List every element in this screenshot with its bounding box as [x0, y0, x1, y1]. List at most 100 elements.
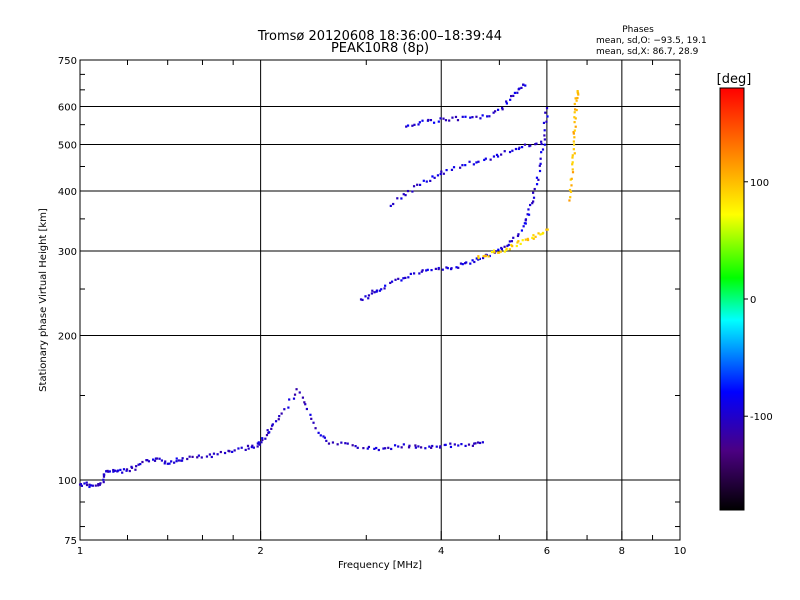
- data-point: [166, 462, 169, 465]
- data-point: [283, 408, 286, 411]
- data-point: [576, 90, 579, 93]
- data-point: [175, 460, 178, 463]
- x-tick-label: 4: [438, 546, 444, 557]
- data-point: [404, 276, 407, 280]
- data-point: [501, 108, 504, 111]
- data-point: [540, 151, 543, 154]
- data-point: [457, 444, 460, 447]
- data-point: [499, 250, 502, 253]
- data-point: [571, 156, 574, 159]
- data-point: [175, 457, 178, 460]
- data-point: [518, 87, 521, 90]
- data-point: [228, 450, 231, 453]
- data-point: [152, 458, 155, 461]
- data-point: [80, 484, 84, 487]
- data-point: [433, 176, 436, 179]
- data-point: [465, 261, 468, 264]
- y-tick-label: 100: [58, 476, 77, 487]
- data-point: [420, 270, 423, 273]
- data-point: [389, 281, 392, 285]
- data-point: [134, 468, 137, 471]
- data-point: [517, 147, 520, 151]
- phase-o-stats: mean, sd,O: −93.5, 19.1: [596, 36, 707, 46]
- colorbar: [719, 87, 745, 511]
- data-point: [137, 463, 140, 466]
- data-point: [88, 483, 91, 486]
- data-point: [160, 459, 164, 462]
- data-point: [251, 444, 254, 447]
- data-point: [154, 457, 158, 460]
- data-point: [497, 248, 500, 251]
- data-point: [450, 267, 453, 270]
- data-point: [472, 163, 475, 166]
- data-point: [545, 107, 549, 110]
- y-tick-label: 500: [58, 141, 77, 152]
- data-point: [568, 188, 572, 192]
- data-point: [91, 484, 94, 487]
- x-tick-label: 2: [257, 546, 263, 557]
- data-point: [573, 152, 576, 155]
- data-point: [492, 249, 496, 252]
- data-point: [122, 468, 126, 471]
- data-point: [484, 254, 487, 257]
- data-point: [94, 484, 97, 487]
- data-point: [168, 462, 171, 465]
- data-point: [497, 251, 501, 254]
- data-point: [268, 431, 271, 434]
- data-point: [288, 398, 291, 401]
- data-point: [128, 469, 131, 473]
- data-point: [488, 254, 491, 258]
- data-point: [541, 148, 545, 151]
- data-point: [188, 455, 191, 458]
- data-point: [393, 444, 397, 447]
- data-point: [180, 459, 184, 462]
- data-point: [270, 427, 273, 430]
- data-point: [511, 245, 514, 248]
- data-point: [545, 228, 548, 231]
- data-point: [250, 445, 253, 449]
- data-point: [571, 168, 574, 171]
- data-point: [501, 106, 504, 110]
- data-point: [457, 266, 460, 269]
- data-point: [85, 481, 88, 484]
- data-point: [489, 158, 492, 161]
- data-point: [469, 262, 472, 265]
- data-point: [88, 485, 91, 489]
- data-point: [573, 136, 576, 139]
- data-point: [544, 111, 547, 114]
- data-point: [412, 185, 416, 188]
- data-point: [571, 154, 574, 157]
- data-point: [270, 424, 274, 427]
- data-point: [495, 153, 499, 156]
- data-point: [535, 176, 539, 179]
- data-point: [471, 116, 474, 119]
- data-point: [486, 115, 489, 118]
- data-point: [575, 108, 578, 112]
- data-point: [500, 246, 503, 250]
- data-point: [482, 255, 485, 258]
- data-point: [473, 260, 476, 264]
- data-point: [205, 455, 209, 458]
- data-point: [377, 448, 380, 452]
- data-point: [163, 462, 166, 465]
- data-point: [514, 147, 518, 151]
- data-point: [402, 443, 405, 446]
- data-point: [371, 289, 374, 292]
- data-point: [524, 222, 527, 225]
- data-point: [257, 442, 260, 445]
- data-point: [107, 470, 110, 473]
- data-point: [520, 86, 523, 89]
- phase-heading: Phases: [622, 25, 654, 35]
- data-point: [510, 240, 514, 243]
- data-point: [361, 298, 364, 302]
- chart-subtitle: PEAK10R8 (8p): [331, 41, 429, 56]
- data-point: [390, 447, 393, 451]
- data-point: [261, 438, 264, 442]
- data-point: [197, 454, 200, 457]
- data-point: [400, 197, 403, 200]
- data-point: [427, 118, 430, 122]
- colorbar-tick-label: 100: [750, 178, 769, 189]
- data-point: [445, 168, 448, 172]
- data-point: [543, 143, 546, 146]
